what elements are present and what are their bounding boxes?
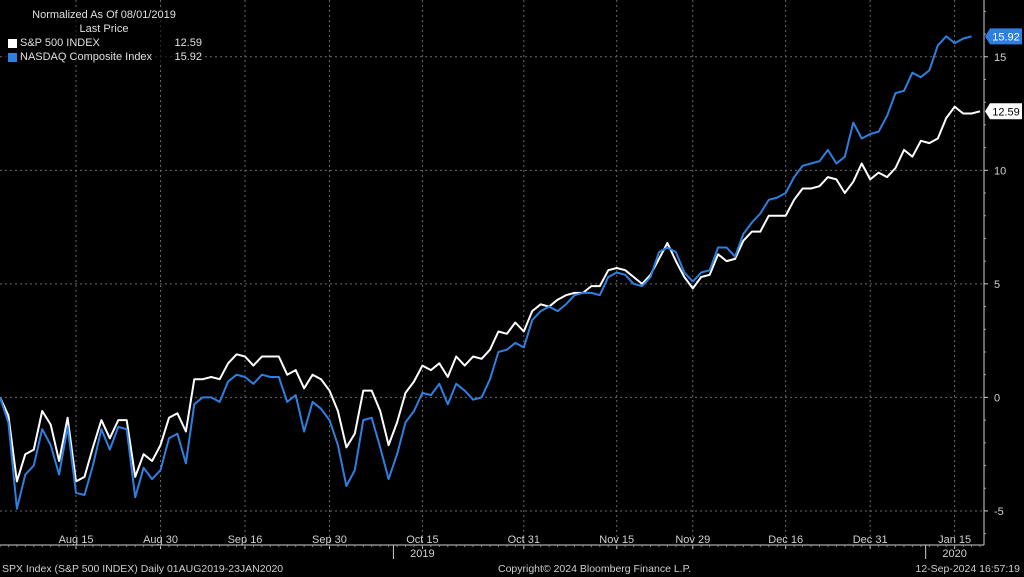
- last-value-tag-nasdaq: 15.92: [985, 28, 1022, 45]
- legend-value-nasdaq: 15.92: [174, 51, 202, 63]
- last-value-tag-spx: 12.59: [985, 103, 1022, 120]
- y-tick-label: -5: [994, 506, 1004, 518]
- footer-timestamp: 12-Sep-2024 16:57:19: [915, 563, 1020, 575]
- x-tick-label: Dec 31: [853, 534, 888, 546]
- footer-security-info: SPX Index (S&P 500 INDEX) Daily 01AUG201…: [2, 563, 284, 575]
- legend-swatch-nasdaq: [8, 52, 17, 62]
- legend-swatch-spx: [8, 38, 17, 48]
- y-tick-label: 15: [994, 52, 1006, 64]
- y-tick-label: 5: [994, 279, 1000, 291]
- legend-label-spx: S&P 500 INDEX: [20, 37, 100, 49]
- x-year-label: 2019: [410, 548, 434, 560]
- legend-title: Normalized As Of 08/01/2019: [32, 9, 176, 21]
- x-tick-label: Nov 15: [599, 534, 634, 546]
- grid-lines: [0, 0, 984, 545]
- x-tick-label: Dec 16: [768, 534, 803, 546]
- x-axis: Aug 15 Aug 30 Sep 16 Sep 30 Oct 15 Oct 31 Nov …: [0, 534, 984, 560]
- x-tick-label: Nov 29: [675, 534, 710, 546]
- legend: Normalized As Of 08/01/2019 Last Price S…: [4, 8, 204, 64]
- x-tick-label: Oct 31: [508, 534, 540, 546]
- series-line-nasdaq: [0, 35, 972, 510]
- last-value-tag-bg: [985, 103, 1022, 120]
- y-axis: -5 0 5 10 15 12.59 15.92: [983, 0, 1022, 545]
- x-tick-label: Sep 30: [312, 534, 347, 546]
- series-lines: [0, 35, 981, 510]
- footer-copyright: Copyright© 2024 Bloomberg Finance L.P.: [498, 563, 692, 575]
- legend-value-spx: 12.59: [174, 37, 202, 49]
- y-tick-label: 0: [994, 392, 1000, 404]
- y-tick-label: 10: [994, 165, 1006, 177]
- series-line-spx: [0, 105, 981, 483]
- x-year-label: 2020: [942, 548, 966, 560]
- x-tick-label: Oct 15: [406, 534, 438, 546]
- legend-label-nasdaq: NASDAQ Composite Index: [20, 51, 153, 63]
- x-tick-label: Aug 30: [143, 534, 178, 546]
- legend-item-nasdaq: NASDAQ Composite Index 15.92: [4, 50, 204, 64]
- x-tick-label: Jan 15: [938, 534, 971, 546]
- last-value-tag-label: 15.92: [992, 31, 1020, 43]
- x-tick-label: Sep 16: [228, 534, 263, 546]
- legend-item-spx: S&P 500 INDEX 12.59: [4, 36, 204, 50]
- legend-subtitle: Last Price: [79, 23, 129, 35]
- last-value-tag-label: 12.59: [992, 106, 1020, 118]
- last-value-tag-bg: [985, 28, 1022, 45]
- x-tick-label: Aug 15: [59, 534, 94, 546]
